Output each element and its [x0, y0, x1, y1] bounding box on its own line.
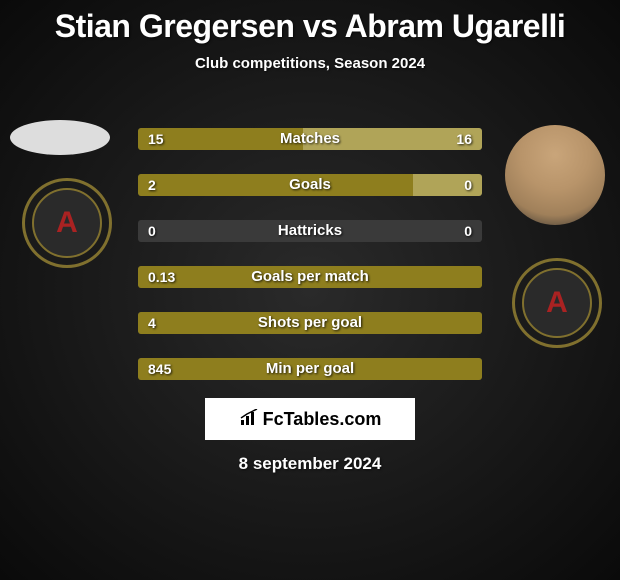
stat-label: Hattricks [138, 220, 482, 242]
crest-letter: A [56, 206, 78, 240]
player2-club-crest: A [512, 258, 602, 348]
stat-right-value: 0 [464, 220, 472, 242]
stat-row: 2Goals0 [138, 174, 482, 196]
page-title: Stian Gregersen vs Abram Ugarelli [0, 0, 620, 45]
subtitle: Club competitions, Season 2024 [0, 55, 620, 72]
player2-photo [505, 125, 605, 225]
crest-inner: A [32, 188, 102, 258]
branding-text: FcTables.com [263, 409, 382, 430]
stat-row: 0.13Goals per match [138, 266, 482, 288]
stat-right-value: 0 [464, 174, 472, 196]
player1-photo [10, 120, 110, 155]
stat-row: 0Hattricks0 [138, 220, 482, 242]
stat-label: Goals per match [138, 266, 482, 288]
crest-inner: A [522, 268, 592, 338]
stat-label: Shots per goal [138, 312, 482, 334]
crest-letter: A [546, 286, 568, 320]
date-label: 8 september 2024 [0, 454, 620, 474]
stat-label: Matches [138, 128, 482, 150]
stat-label: Min per goal [138, 358, 482, 380]
stats-container: 15Matches162Goals00Hattricks00.13Goals p… [138, 128, 482, 404]
player1-club-crest: A [22, 178, 112, 268]
stat-row: 845Min per goal [138, 358, 482, 380]
stat-right-value: 16 [456, 128, 472, 150]
stat-row: 4Shots per goal [138, 312, 482, 334]
branding-chart-icon [239, 409, 259, 430]
stat-label: Goals [138, 174, 482, 196]
branding-box: FcTables.com [205, 398, 415, 440]
stat-row: 15Matches16 [138, 128, 482, 150]
